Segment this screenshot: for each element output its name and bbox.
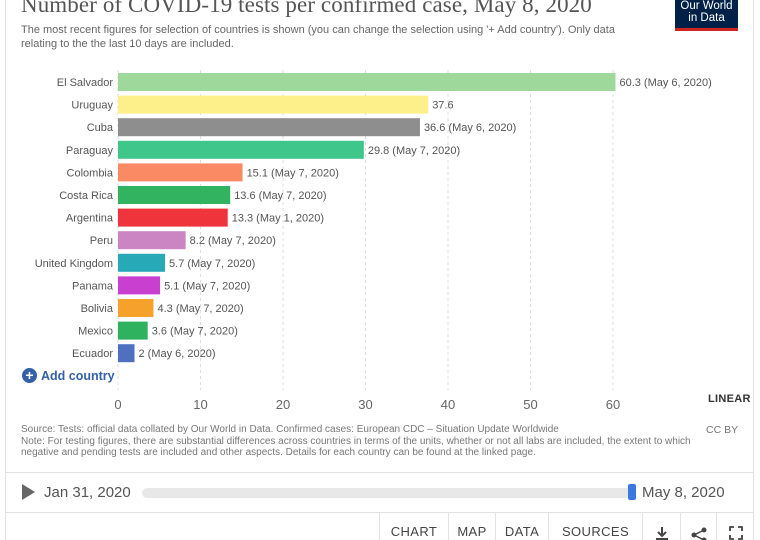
category-label: Paraguay <box>66 145 114 157</box>
x-tick-label: 20 <box>276 397 290 412</box>
bar[interactable] <box>118 140 364 159</box>
plus-circle-icon: + <box>22 368 37 383</box>
play-icon[interactable] <box>22 484 35 500</box>
bar[interactable] <box>118 163 243 182</box>
x-tick-label: 60 <box>606 397 620 412</box>
tab-sources[interactable]: SOURCES <box>548 513 642 540</box>
expand-icon <box>729 526 743 540</box>
data-label: 36.6 (May 6, 2020) <box>424 122 516 134</box>
x-tick-label: 30 <box>358 397 372 412</box>
data-label: 60.3 (May 6, 2020) <box>619 77 711 89</box>
data-label: 13.3 (May 1, 2020) <box>232 213 324 225</box>
data-label: 5.7 (May 7, 2020) <box>169 258 255 270</box>
data-label: 4.3 (May 7, 2020) <box>157 303 243 315</box>
chart-frame <box>5 0 754 540</box>
data-label: 3.6 (May 7, 2020) <box>152 326 238 338</box>
bar[interactable] <box>118 73 616 91</box>
timeline-track[interactable] <box>142 488 633 498</box>
data-label: 13.6 (May 7, 2020) <box>234 190 326 202</box>
data-label: 15.1 (May 7, 2020) <box>247 167 339 179</box>
category-label: Argentina <box>66 213 114 225</box>
bar[interactable] <box>118 321 148 340</box>
source-text[interactable]: Source: Tests: official data collated by… <box>21 424 559 435</box>
category-label: Peru <box>90 235 113 247</box>
bar[interactable] <box>118 186 231 204</box>
owid-logo[interactable]: Our World in Data <box>675 0 738 31</box>
scale-toggle[interactable]: LINEAR <box>708 393 751 405</box>
add-country-label: Add country <box>41 368 115 383</box>
category-label: Cuba <box>87 122 114 134</box>
chart-subtitle: The most recent figures for selection of… <box>21 24 615 50</box>
timeline-handle[interactable] <box>628 484 636 500</box>
logo-line-1: Our World <box>680 0 733 12</box>
chart-title: Number of COVID-19 tests per confirmed c… <box>21 0 592 17</box>
category-label: Costa Rica <box>59 190 114 202</box>
footer-controls: CHART MAP DATA SOURCES <box>5 512 754 540</box>
timeline-start-date: Jan 31, 2020 <box>44 484 131 501</box>
share-icon <box>691 527 707 540</box>
bar[interactable] <box>118 208 228 227</box>
bar[interactable] <box>118 276 161 295</box>
add-country-button[interactable]: + Add country <box>22 368 115 383</box>
timeline-end-date: May 8, 2020 <box>642 484 725 501</box>
bar-chart: 0 10 20 30 40 50 60 El Salvador 60.3 (May 6, 202… <box>35 70 712 412</box>
x-tick-label: 10 <box>193 397 207 412</box>
category-label: Panama <box>72 280 114 292</box>
download-icon <box>656 527 668 540</box>
logo-line-2: in Data <box>688 12 725 24</box>
note-text: Note: For testing figures, there are sub… <box>21 435 691 459</box>
tab-chart[interactable]: CHART <box>379 513 448 540</box>
bar[interactable] <box>118 231 186 250</box>
category-label: United Kingdom <box>35 258 113 270</box>
fullscreen-button[interactable] <box>716 513 754 540</box>
bar[interactable] <box>118 118 420 137</box>
category-label: Mexico <box>78 326 113 338</box>
license-link[interactable]: CC BY <box>706 424 739 436</box>
bar[interactable] <box>118 253 166 272</box>
x-tick-label: 50 <box>523 397 537 412</box>
category-label: Uruguay <box>71 100 113 112</box>
x-tick-label: 40 <box>441 397 455 412</box>
tab-map[interactable]: MAP <box>448 513 495 540</box>
category-label: Ecuador <box>72 348 113 360</box>
data-label: 2 (May 6, 2020) <box>139 348 216 360</box>
source-note: Source: Tests: official data collated by… <box>21 424 701 459</box>
share-button[interactable] <box>680 513 716 540</box>
bar[interactable] <box>118 95 429 114</box>
bar[interactable] <box>118 344 135 363</box>
category-label: El Salvador <box>57 77 114 89</box>
download-button[interactable] <box>642 513 680 540</box>
timeline: Jan 31, 2020 May 8, 2020 <box>5 472 754 512</box>
data-label: 8.2 (May 7, 2020) <box>190 235 276 247</box>
data-label: 37.6 <box>432 100 453 112</box>
data-label: 5.1 (May 7, 2020) <box>164 280 250 292</box>
x-tick-label: 0 <box>114 397 121 412</box>
bar[interactable] <box>118 299 154 317</box>
category-label: Bolivia <box>81 303 114 315</box>
data-label: 29.8 (May 7, 2020) <box>368 145 460 157</box>
category-label: Colombia <box>67 167 114 179</box>
tab-data[interactable]: DATA <box>495 513 548 540</box>
